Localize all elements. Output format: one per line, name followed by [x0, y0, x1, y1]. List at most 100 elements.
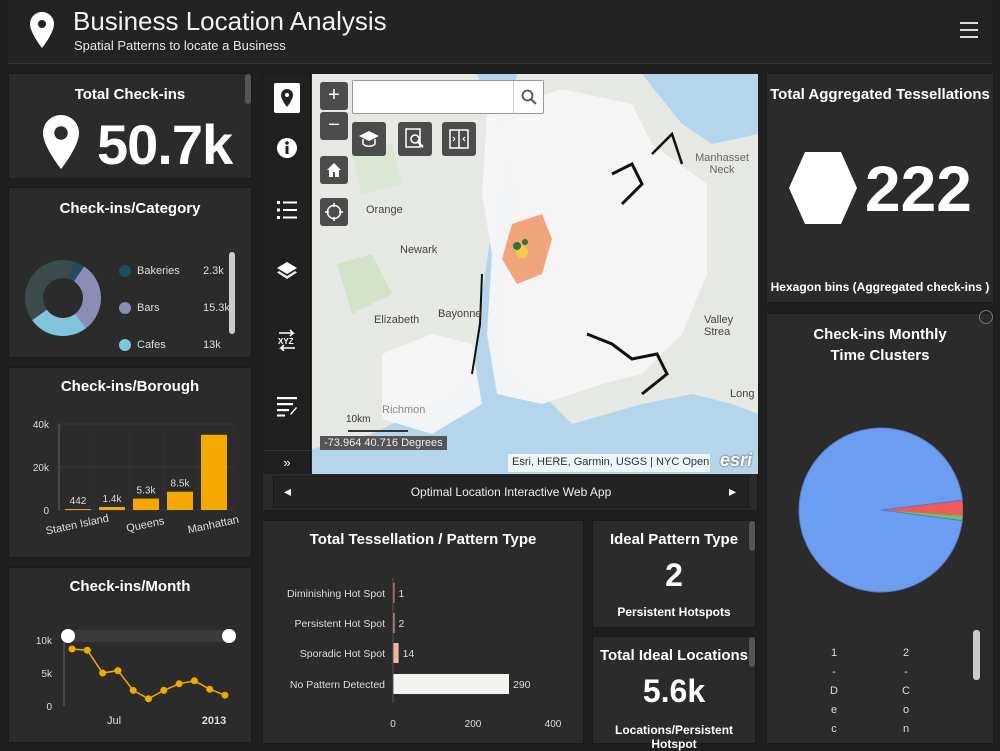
crosshair-icon — [325, 203, 343, 221]
widget-button-coordinates[interactable]: XYZ — [263, 310, 311, 370]
svg-text:XYZ: XYZ — [278, 337, 294, 346]
map-view[interactable]: + − Orange Newark Elizabeth Bayonne Manh… — [312, 74, 758, 474]
tessellation-pattern-panel: Total Tessellation / Pattern Type Dimini… — [262, 520, 584, 744]
bar-data-label: 14 — [403, 648, 415, 660]
legend-char: o — [902, 704, 910, 716]
aggregated-tessellations-panel: Total Aggregated Tessellations 222 Hexag… — [766, 73, 994, 303]
x-tick-label: 200 — [465, 719, 482, 730]
app-title: Business Location Analysis — [73, 6, 387, 36]
document-search-icon — [405, 128, 424, 148]
ideal-pattern-panel: Ideal Pattern Type 2 Persistent Hotspots — [592, 520, 756, 628]
legend-char: 1 — [830, 647, 838, 659]
widget-button-filter[interactable] — [263, 376, 311, 436]
legend-scrollbar[interactable] — [229, 252, 235, 334]
legend-value: 2.3k — [203, 265, 224, 277]
month-point — [206, 685, 214, 693]
y-tick-label: 5k — [41, 669, 53, 680]
next-arrow-icon[interactable]: ▸ — [728, 483, 736, 499]
map-label-long: Long — [730, 388, 755, 400]
layers-icon — [277, 262, 297, 279]
legend-char: c — [831, 723, 837, 735]
scale-label: 10km — [346, 414, 371, 425]
hexagon-icon — [789, 152, 857, 224]
bar-data-label: 5.3k — [137, 486, 157, 497]
y-tick-label: 0 — [43, 506, 49, 517]
prev-arrow-icon[interactable]: ◂ — [284, 483, 292, 499]
map-attribution[interactable]: Esri, HERE, Garmin, USGS | NYC OpenDat..… — [508, 454, 710, 472]
widget-button-info[interactable] — [263, 118, 311, 178]
tool-button-analysis[interactable] — [352, 122, 386, 156]
filter-list-icon — [277, 397, 297, 417]
hamburger-menu-icon[interactable] — [960, 22, 978, 38]
legend-char: D — [830, 685, 838, 697]
app-header: Business Location Analysis Spatial Patte… — [8, 0, 992, 64]
search-icon — [521, 89, 537, 105]
legend-scrollbar[interactable] — [973, 630, 980, 680]
x-tick-label: 0 — [390, 719, 396, 730]
xyz-coordinates-icon: XYZ — [278, 329, 295, 351]
tool-button-query[interactable] — [398, 122, 432, 156]
range-slider-track — [64, 630, 229, 642]
search-button[interactable] — [513, 81, 543, 113]
legend-char: C — [902, 685, 910, 697]
location-pin-icon — [43, 115, 79, 169]
widget-button-location[interactable] — [263, 74, 311, 122]
tool-button-swipe[interactable] — [442, 122, 476, 156]
location-pin-icon — [281, 89, 293, 107]
x-tick-label: 400 — [545, 719, 562, 730]
map-label-manhasset: Manhasset Neck — [695, 152, 749, 176]
x-tick-label: Manhattan — [187, 514, 240, 537]
expand-sidebar-button[interactable]: » — [263, 450, 311, 474]
map-label-richmond: Richmon — [382, 404, 426, 416]
month-line — [71, 648, 226, 700]
bar-data-label: 8.5k — [171, 479, 191, 490]
month-point — [83, 646, 91, 654]
borough-bar — [65, 509, 91, 511]
time-clusters-title: Check-ins Monthly Time Clusters — [813, 326, 947, 364]
fullscreen-icon[interactable] — [979, 310, 993, 324]
month-point — [221, 691, 229, 699]
month-point — [175, 680, 183, 688]
ideal-pattern-caption: Persistent Hotspots — [617, 605, 731, 619]
map-label-newark: Newark — [400, 244, 438, 256]
legend-dot — [119, 302, 131, 315]
widget-button-legend[interactable] — [263, 180, 311, 240]
map-sidebar: XYZ » — [263, 74, 311, 474]
pattern-bar — [393, 674, 509, 694]
map-label-valley-stream: Valley Strea — [704, 314, 734, 338]
scrollbar[interactable] — [749, 637, 755, 667]
legend-item-bars[interactable]: Bars — [119, 302, 160, 315]
scrollbar[interactable] — [245, 74, 251, 104]
legend-item-cafes[interactable]: Cafes — [119, 339, 166, 352]
widget-button-layers[interactable] — [263, 242, 311, 302]
month-line-chart: 0 5k 10k Jul 2013 — [36, 629, 236, 727]
map-label-orange: Orange — [366, 204, 403, 216]
esri-logo: esri — [719, 450, 752, 470]
checkins-month-panel: Check-ins/Month 0 5k 10k Jul 2013 — [8, 567, 252, 743]
ideal-pattern-title: Ideal Pattern Type — [609, 531, 739, 548]
month-title-text: Check-ins/Month — [69, 578, 191, 595]
legend-dot — [119, 339, 131, 352]
scrollbar[interactable] — [749, 521, 755, 551]
zoom-out-button[interactable]: − — [320, 112, 348, 140]
total-checkins-title: Total Check-ins — [74, 86, 186, 103]
month-point — [160, 686, 168, 694]
zoom-in-button[interactable]: + — [320, 82, 348, 110]
legend-label: Bars — [137, 302, 160, 314]
legend-item-bakeries[interactable]: Bakeries — [119, 265, 180, 278]
app-nav-bar: ◂ Optimal Location Interactive Web App ▸ — [273, 476, 749, 508]
home-button[interactable] — [320, 156, 348, 184]
ideal-locations-caption: Locations/Persistent Hotspot — [614, 723, 734, 751]
map-panel: XYZ » — [262, 73, 758, 511]
tessellation-bar-chart: Diminishing Hot Spot 1 Persistent Hot Spot… — [287, 578, 562, 730]
category-label: Persistent Hot Spot — [295, 618, 386, 630]
double-chevron-icon: » — [283, 455, 291, 470]
search-input[interactable] — [355, 83, 510, 111]
locate-button[interactable] — [320, 198, 348, 226]
aggregated-caption: Hexagon bins (Aggregated check-ins ) — [770, 280, 990, 294]
y-tick-label: 10k — [36, 636, 53, 647]
borough-bar — [133, 498, 159, 510]
